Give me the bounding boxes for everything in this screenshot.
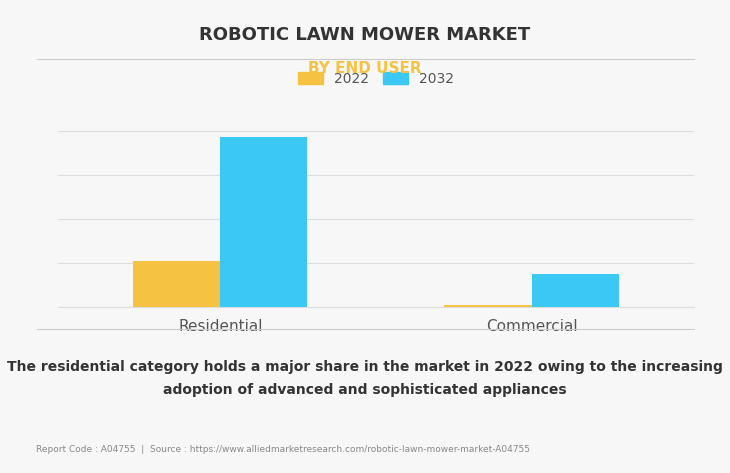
Bar [133,261,220,307]
Text: adoption of advanced and sophisticated appliances: adoption of advanced and sophisticated a… [164,383,566,397]
Bar [220,138,307,307]
Text: BY END USER: BY END USER [308,61,422,76]
Text: Report Code : A04755  |  Source : https://www.alliedmarketresearch.com/robotic-l: Report Code : A04755 | Source : https://… [36,445,531,454]
Text: ROBOTIC LAWN MOWER MARKET: ROBOTIC LAWN MOWER MARKET [199,26,531,44]
Bar [531,274,619,307]
Legend: 2022, 2032: 2022, 2032 [298,72,454,86]
Bar [445,305,531,307]
Text: The residential category holds a major share in the market in 2022 owing to the : The residential category holds a major s… [7,359,723,374]
